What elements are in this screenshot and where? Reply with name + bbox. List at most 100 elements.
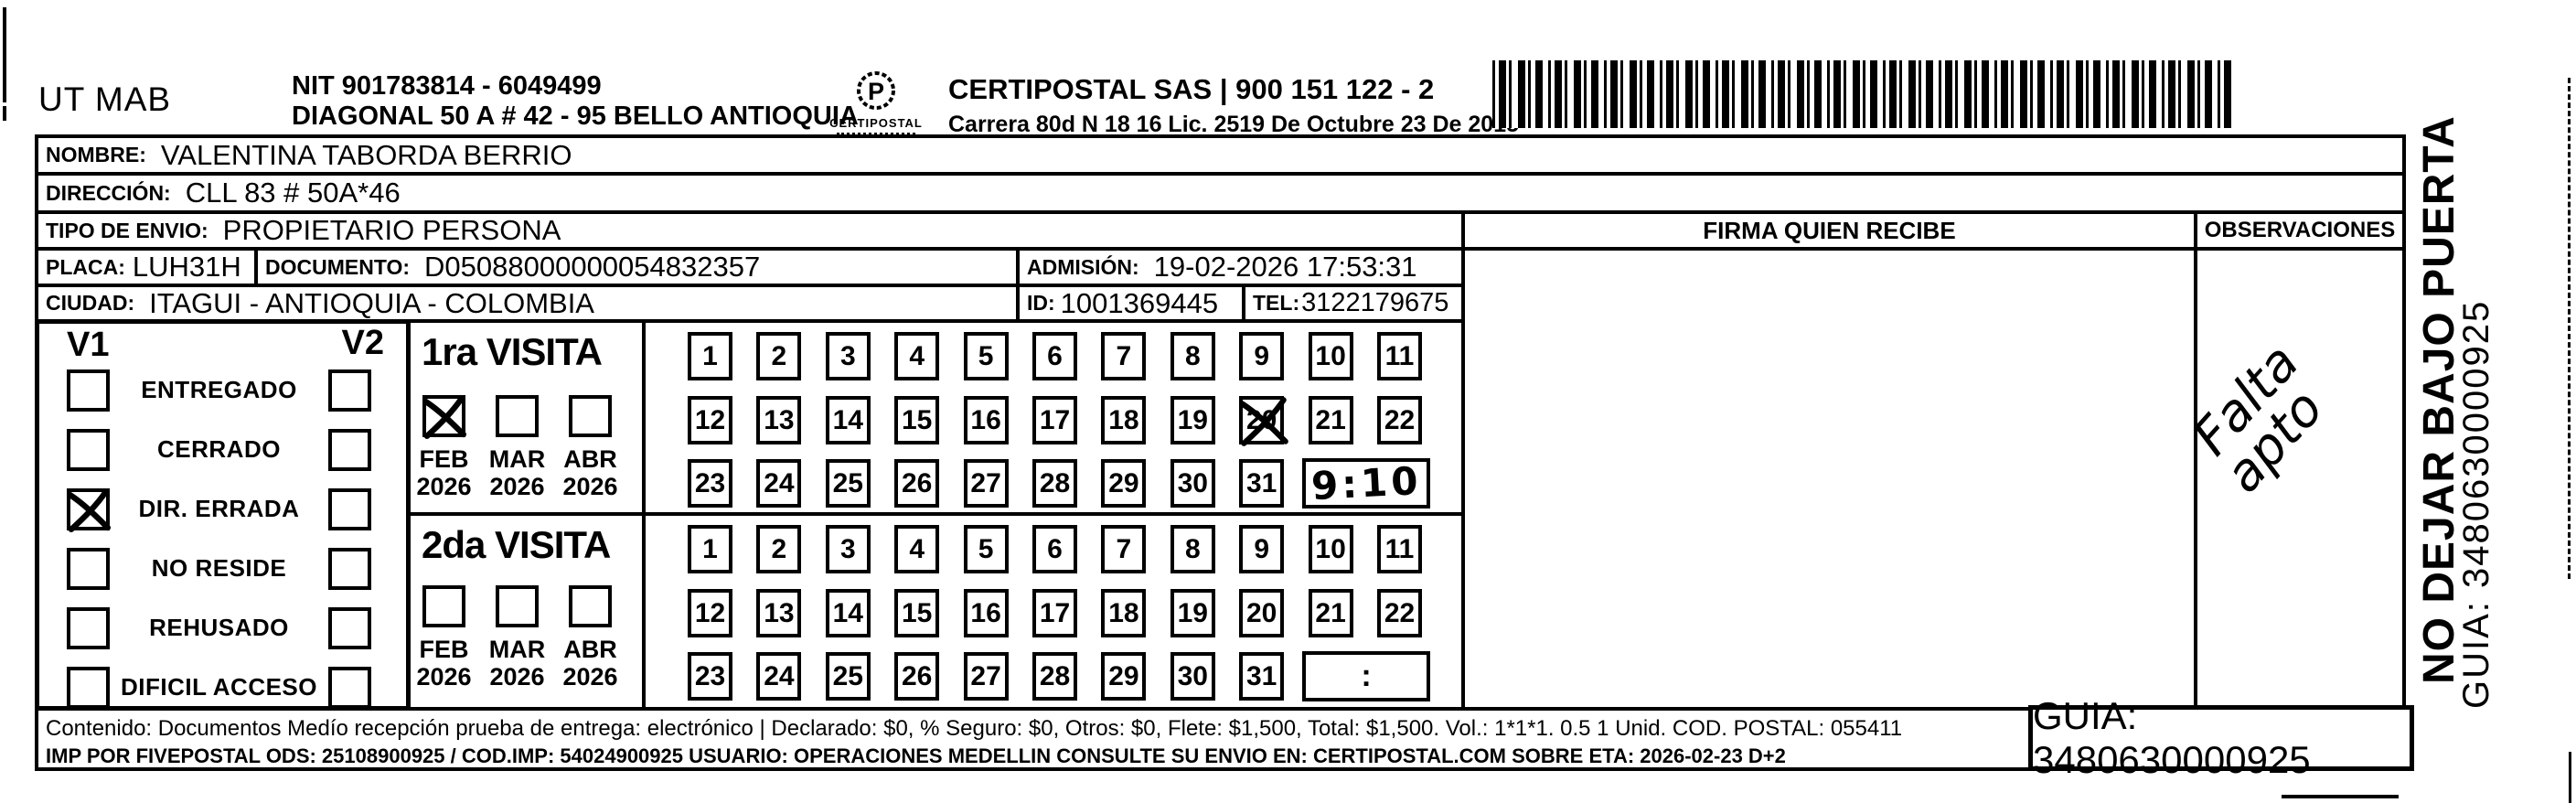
certipostal-logo: P CERTIPOSTAL <box>826 70 926 135</box>
scan-edge-mark <box>3 106 6 121</box>
month-option: FEB 2026 <box>416 394 472 499</box>
day-number: 21 <box>1315 404 1346 435</box>
v1-checkbox <box>67 428 110 471</box>
day-number: 8 <box>1184 533 1201 564</box>
day-number: 2 <box>771 533 787 564</box>
day-number: 1 <box>702 340 718 371</box>
day-cell: 22 <box>1377 589 1422 637</box>
day-number: 19 <box>1177 404 1208 435</box>
day-cell: 2 <box>756 525 802 573</box>
day-cell: 15 <box>894 589 940 637</box>
month-option: FEB 2026 <box>416 585 472 690</box>
direccion-label: DIRECCIÓN: <box>46 180 171 205</box>
month-name: FEB <box>419 636 469 663</box>
day-number: 2 <box>771 340 787 371</box>
scan-bottom-mark <box>2569 752 2571 803</box>
second-visit-day-grid: 1 2 3 4 5 6 7 8 9 10 11 12 13 14 15 16 17 18 19 20 21 22 23 24 2… <box>642 512 1465 711</box>
footer-info-cell: Contenido: Documentos Medío recepción pr… <box>35 707 2032 771</box>
day-number: 10 <box>1315 533 1346 564</box>
direccion-value: CLL 83 # 50A*46 <box>185 177 401 209</box>
observaciones-header-cell: OBSERVACIONES <box>2194 210 2406 251</box>
day-cell: 8 <box>1170 525 1215 573</box>
day-number: 5 <box>978 340 994 371</box>
day-number: 9 <box>1254 340 1270 371</box>
day-number: 31 <box>1246 660 1277 691</box>
day-number: 16 <box>970 404 1001 435</box>
month-checkbox <box>569 395 612 437</box>
day-number: 25 <box>832 467 863 498</box>
day-number: 28 <box>1039 660 1071 691</box>
v1-checkbox <box>66 487 112 532</box>
scan-edge-mark <box>3 7 6 102</box>
v1-checkbox <box>67 547 110 590</box>
status-row: NO RESIDE <box>39 539 406 598</box>
day-cell: 5 <box>963 332 1009 380</box>
logo-wordmark: CERTIPOSTAL <box>829 116 923 130</box>
day-cell: 31 <box>1239 652 1285 701</box>
day-cell: 18 <box>1101 589 1147 637</box>
certipostal-logo-icon: P <box>857 71 895 110</box>
month-option: ABR 2026 <box>562 585 618 690</box>
day-cell: 7 <box>1101 332 1147 380</box>
day-number: 1 <box>702 533 718 564</box>
handwritten-x-mark <box>66 487 112 532</box>
cell-tel: TEL: 3122179675 <box>1242 284 1465 323</box>
v1-checkbox <box>67 666 110 709</box>
month-option: MAR 2026 <box>489 395 545 499</box>
v1-checkbox <box>67 369 110 412</box>
day-number: 18 <box>1108 404 1139 435</box>
second-visit-month-panel: 2da VISITA FEB 2026 MAR 2026 ABR 2026 <box>407 512 646 711</box>
day-cell: 11 <box>1377 525 1422 573</box>
month-name: MAR <box>488 445 546 473</box>
day-number: 28 <box>1039 467 1071 498</box>
month-name: FEB <box>419 445 469 473</box>
day-number: 5 <box>978 533 994 564</box>
day-cell: 11 <box>1377 332 1422 380</box>
day-cell: 26 <box>894 459 940 508</box>
month-year: 2026 <box>562 663 618 691</box>
day-number: 22 <box>1384 404 1416 435</box>
v1-column-label: V1 <box>67 326 110 364</box>
month-checkbox <box>496 585 539 627</box>
cell-placa: PLACA: LUH31H <box>35 247 258 287</box>
v1-checkbox <box>67 606 110 649</box>
month-checkbox <box>569 585 612 627</box>
status-row: REHUSADO <box>39 598 406 658</box>
logo-tagline-rule <box>837 133 915 135</box>
day-number: 10 <box>1315 340 1346 371</box>
day-number: 8 <box>1184 340 1201 371</box>
day-cell: 13 <box>756 589 802 637</box>
month-year: 2026 <box>562 473 618 500</box>
first-visit-months: FEB 2026 MAR 2026 ABR 2026 <box>416 394 618 499</box>
day-cell: 22 <box>1377 396 1422 444</box>
day-cell: 10 <box>1308 332 1353 380</box>
scan-edge-dashed-line <box>2568 78 2571 579</box>
footer-contents-line: Contenido: Documentos Medío recepción pr… <box>46 716 1903 741</box>
documento-label: DOCUMENTO: <box>265 254 411 279</box>
tipo-envio-label: TIPO DE ENVIO: <box>46 218 208 242</box>
day-number: 3 <box>839 340 856 371</box>
day-number: 12 <box>694 404 726 435</box>
day-cell: 27 <box>963 652 1009 701</box>
day-number: 27 <box>970 660 1001 691</box>
id-value: 1001369445 <box>1060 286 1219 319</box>
day-cell: 6 <box>1032 332 1077 380</box>
day-number: 13 <box>764 404 795 435</box>
handwritten-observation: Falta apto <box>2182 333 2343 504</box>
first-visit-title: 1ra VISITA <box>422 330 603 373</box>
visit-status-panel: V1 V2 ENTREGADO CERRADO DIR. ERRADA NO RESI… <box>35 319 411 711</box>
day-cell: 4 <box>894 525 940 573</box>
handwritten-time: 9:10 <box>1309 457 1423 509</box>
tracking-barcode <box>1492 60 2231 128</box>
license-line: Carrera 80d N 18 16 Lic. 2519 De Octubre… <box>948 112 1519 137</box>
side-guia-rotated: GUIA: 3480630000925 <box>2456 299 2496 709</box>
row-nombre: NOMBRE: VALENTINA TABORDA BERRIO <box>35 134 2406 176</box>
month-year: 2026 <box>489 473 545 500</box>
day-number: 23 <box>694 660 726 691</box>
tipo-envio-value: PROPIETARIO PERSONA <box>222 214 561 246</box>
svg-text:P: P <box>868 78 884 105</box>
footer-imp-line: IMP POR FIVEPOSTAL ODS: 25108900925 / CO… <box>46 744 1786 767</box>
day-cell: 6 <box>1032 525 1077 573</box>
day-cell: 24 <box>756 459 802 508</box>
